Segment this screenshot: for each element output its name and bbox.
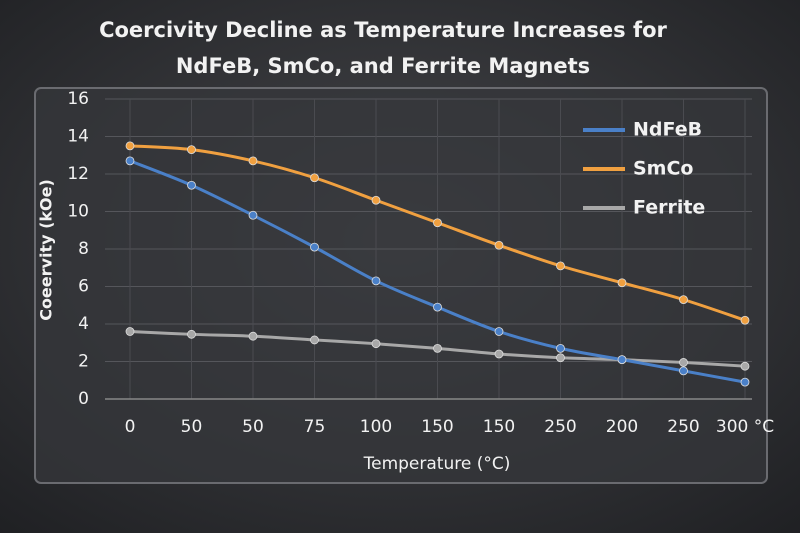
data-point: [310, 242, 319, 252]
x-tick-label: 50: [242, 417, 264, 437]
x-tick-label: 300 °C: [716, 417, 774, 437]
y-tick-label: 14: [67, 127, 89, 147]
data-point: [740, 315, 750, 325]
y-tick-label: 0: [78, 389, 89, 409]
data-point: [433, 302, 442, 312]
x-tick-label: 75: [304, 417, 326, 437]
data-point: [371, 276, 381, 286]
data-point: [187, 329, 196, 339]
data-point: [248, 156, 258, 166]
panel: [34, 87, 768, 484]
x-tick-label: 100: [360, 417, 392, 437]
x-axis-label: Temperature (°C): [363, 454, 511, 474]
y-tick-label: 16: [67, 89, 89, 109]
legend-label: SmCo: [633, 158, 693, 180]
x-tick-label: 250: [544, 417, 576, 437]
data-point: [494, 349, 504, 359]
data-point: [679, 358, 688, 367]
x-tick-label: 50: [181, 417, 203, 437]
data-point: [679, 366, 688, 376]
data-point: [433, 218, 442, 228]
data-point: [187, 145, 196, 155]
data-point: [248, 210, 258, 220]
chart-title: Coercivity Decline as Temperature Increa…: [99, 18, 667, 42]
data-point: [248, 331, 258, 341]
data-point: [617, 355, 627, 365]
y-axis-label: Coeervity (kOe): [37, 179, 56, 321]
y-tick-label: 10: [67, 202, 89, 222]
data-point: [556, 353, 565, 363]
x-tick-label: 250: [667, 417, 699, 437]
data-point: [679, 295, 688, 305]
y-tick-label: 8: [78, 239, 89, 259]
x-tick-label: 0: [125, 417, 136, 437]
data-point: [740, 377, 750, 387]
data-point: [556, 343, 565, 353]
data-point: [433, 343, 442, 353]
data-point: [556, 261, 565, 271]
y-tick-label: 12: [67, 164, 89, 184]
y-tick-label: 6: [78, 277, 89, 297]
y-tick-label: 4: [78, 314, 89, 334]
x-tick-label: 150: [483, 417, 515, 437]
y-tick-label: 2: [78, 352, 89, 372]
data-point: [187, 180, 196, 190]
data-point: [371, 195, 381, 205]
x-tick-label: 200: [606, 417, 638, 437]
series-line: [129, 159, 746, 384]
data-point: [494, 327, 504, 336]
data-point: [125, 141, 135, 151]
data-point: [740, 361, 750, 371]
chart-title: NdFeB, SmCo, and Ferrite Magnets: [176, 54, 590, 78]
data-point: [494, 240, 504, 250]
data-point: [125, 156, 135, 166]
data-point: [617, 278, 627, 288]
legend-label: NdFeB: [633, 119, 702, 141]
data-point: [125, 327, 135, 336]
data-point: [310, 335, 319, 345]
data-point: [371, 339, 381, 349]
x-tick-label: 150: [421, 417, 453, 437]
data-point: [310, 173, 319, 183]
legend-label: Ferrite: [633, 197, 705, 219]
